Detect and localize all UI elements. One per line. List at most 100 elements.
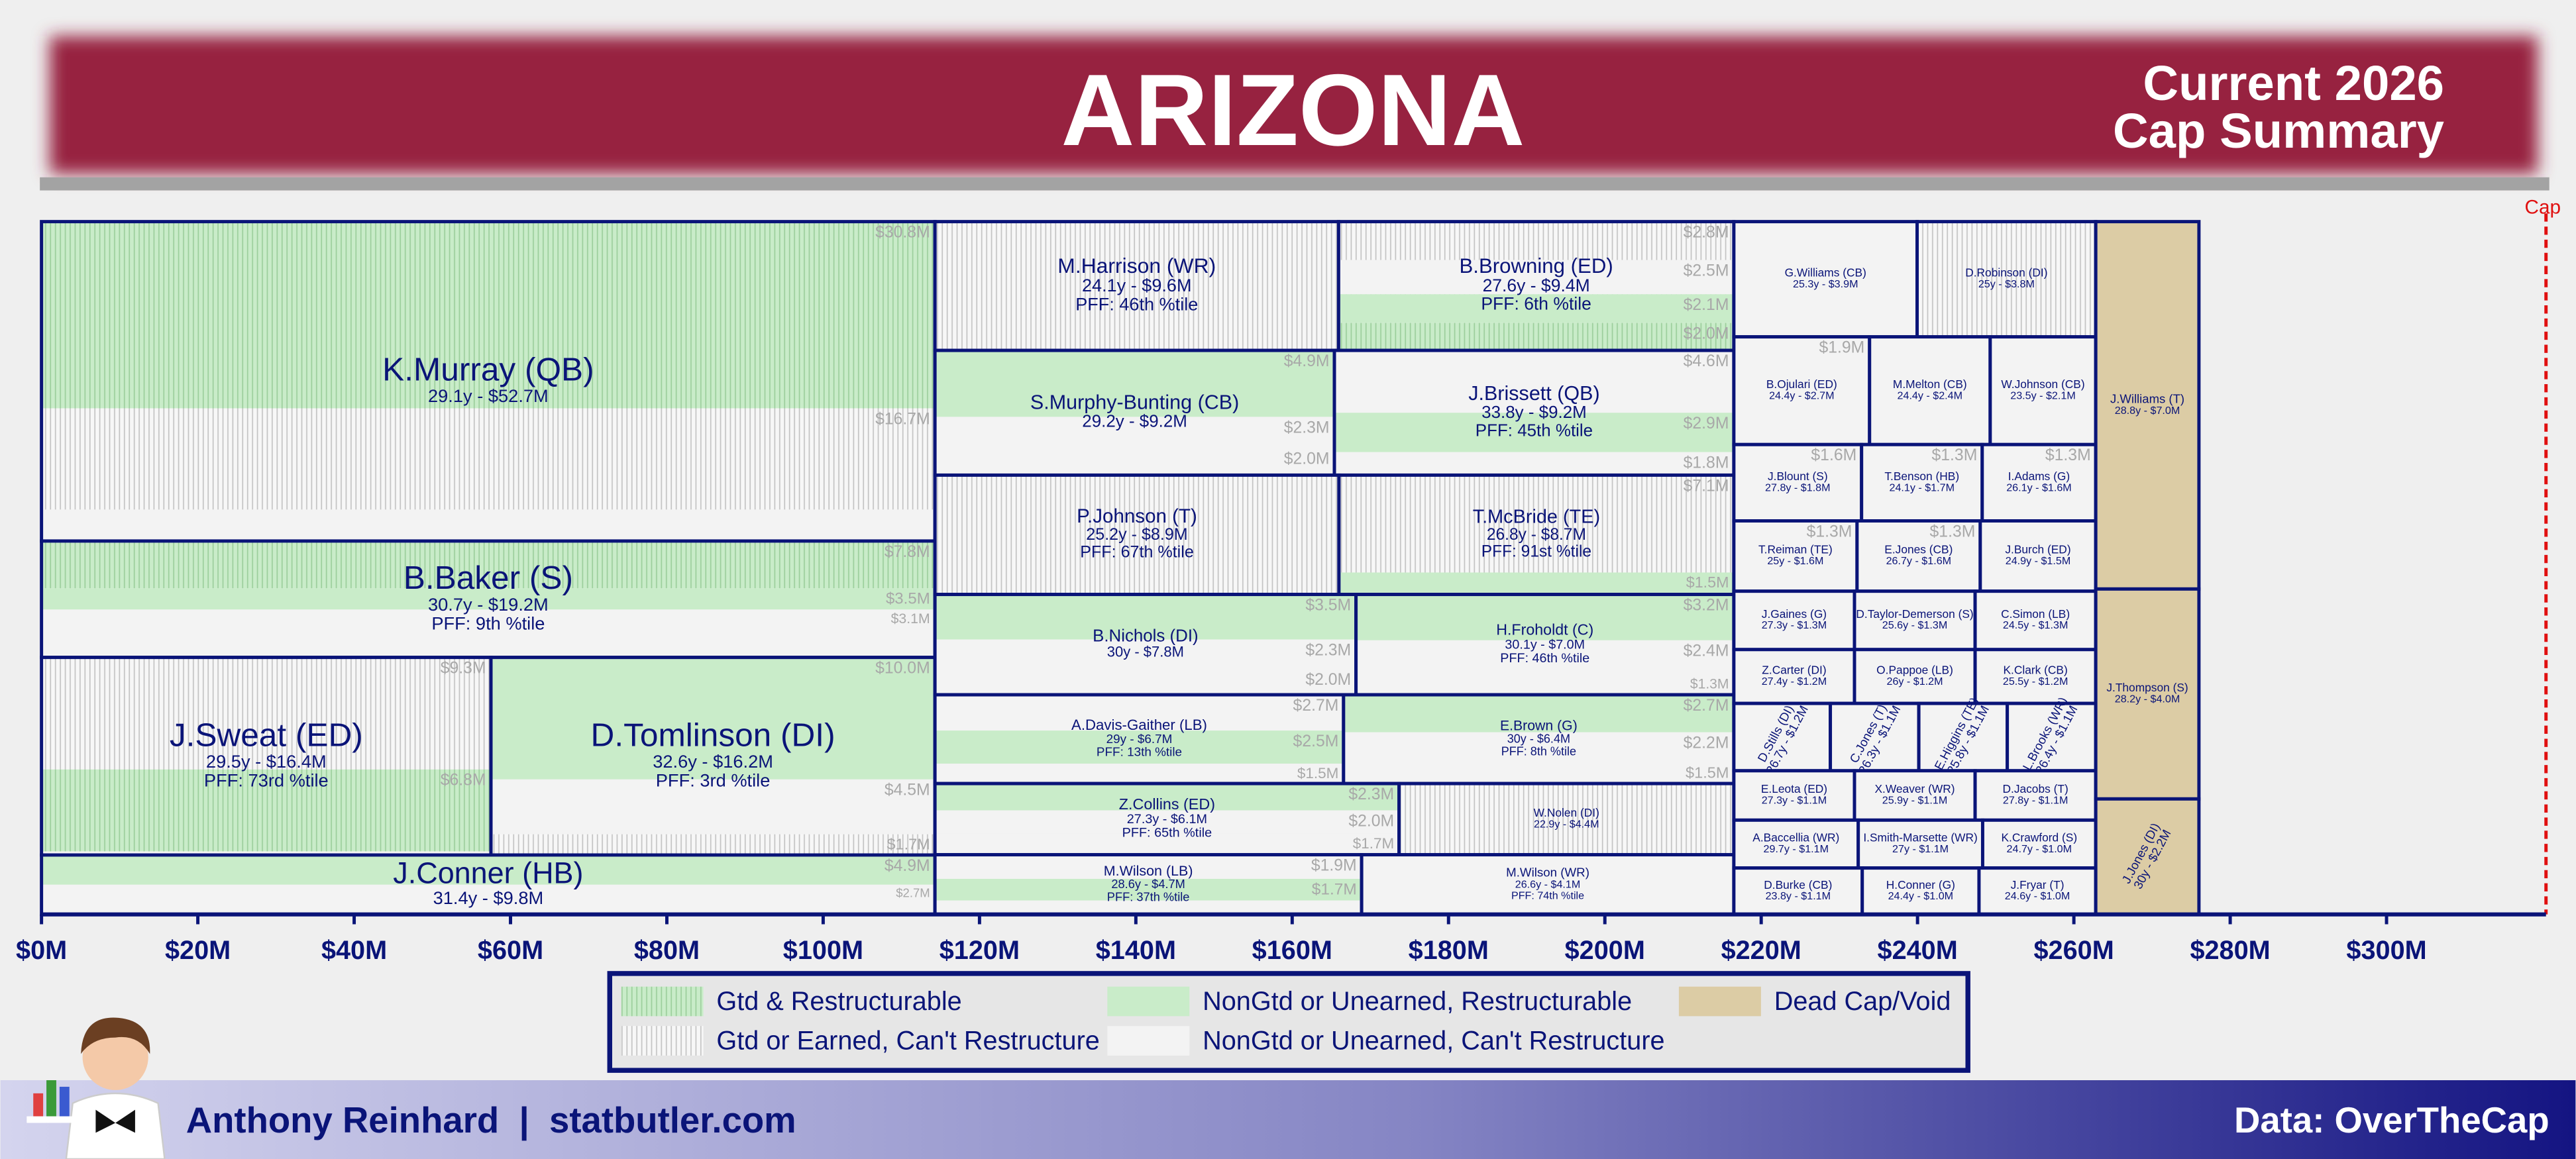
cap-label: Cap — [2524, 197, 2561, 219]
player-name: S.Murphy-Bunting (CB) — [1030, 391, 1239, 414]
segment-label: $2.7M — [896, 885, 930, 899]
legend-label: Dead Cap/Void — [1774, 987, 1951, 1016]
block-fill — [1978, 868, 2096, 915]
butler-icon — [27, 1017, 166, 1159]
player-name: X.Weaver (WR) — [1874, 782, 1955, 795]
segment-label: $2.3M — [1284, 419, 1330, 436]
player-detail: 28.2y - $4.0M — [2115, 693, 2180, 705]
butler-face — [82, 1024, 148, 1090]
segment-label: $2.5M — [1293, 732, 1339, 750]
segment-label: $1.6M — [1811, 446, 1856, 464]
segment-label: $2.3M — [1348, 785, 1394, 803]
contract-segment — [491, 779, 936, 834]
block-fill — [1917, 221, 2096, 337]
segment-label: $2.0M — [1284, 450, 1330, 468]
segment-label: $10.0M — [875, 660, 930, 678]
player-pff: PFF: 6th %tile — [1481, 294, 1591, 314]
block-fill — [1362, 854, 1734, 915]
player-pff: PFF: 46th %tile — [1075, 293, 1198, 314]
segment-label: $1.5M — [1297, 765, 1339, 781]
segment-label: $1.9M — [1819, 338, 1864, 356]
contract-segment — [1334, 413, 1734, 452]
player-block: K.Clark (CB)25.5y - $1.2M — [1973, 648, 2098, 705]
x-tick-label: $40M — [321, 936, 387, 965]
player-detail: 29.2y - $9.2M — [1082, 413, 1187, 431]
title-banner — [50, 36, 2538, 174]
contract-segment — [1343, 732, 1734, 763]
player-detail: 27.3y - $1.1M — [1762, 795, 1827, 807]
player-block: W.Johnson (CB)23.5y - $2.1M — [1988, 335, 2098, 446]
player-pff: PFF: 91st %tile — [1481, 543, 1591, 561]
contract-segment — [1338, 260, 1734, 295]
player-name: I.Smith-Marsette (WR) — [1863, 831, 1977, 844]
legend-label: NonGtd or Unearned, Can't Restructure — [1203, 1026, 1665, 1055]
x-tick-label: $260M — [2033, 936, 2114, 965]
contract-segment — [41, 769, 492, 852]
contract-segment — [935, 594, 1356, 640]
player-block: O.Pappoe (LB)26y - $1.2M — [1852, 648, 1977, 705]
block-fill — [1733, 591, 1854, 650]
player-name: E.Leota (ED) — [1761, 782, 1827, 795]
player-name: J.Burch (ED) — [2005, 543, 2070, 556]
player-block: E.Higgins (TE)25.8y - $1.1M — [1917, 695, 2010, 776]
block-fill — [1399, 783, 1734, 855]
player-name: B.Baker (S) — [403, 559, 573, 596]
player-block: D.Stills (DI)26.7y - $1.2M — [1732, 701, 1833, 776]
player-detail: 33.8y - $9.2M — [1481, 403, 1587, 422]
player-name: J.Thompson (S) — [2106, 681, 2188, 694]
segment-label: $16.7M — [875, 410, 930, 428]
block-fill — [2096, 799, 2199, 915]
player-block: $7.1M $1.5M T.McBride (TE)26.8y - $8.7MPFF… — [1337, 473, 1736, 597]
player-block: E.Leota (ED)27.3y - $1.1M — [1732, 769, 1856, 822]
x-tick-label: $140M — [1096, 936, 1176, 965]
player-name: Z.Collins (ED) — [1119, 795, 1215, 813]
block-fill — [1733, 221, 1917, 337]
contract-segment — [1856, 521, 1980, 578]
player-pff: PFF: 46th %tile — [1500, 651, 1589, 666]
player-block: G.Williams (CB)25.3y - $3.9M — [1732, 220, 1919, 339]
contract-segment — [1338, 323, 1734, 351]
player-name: Z.Carter (DI) — [1762, 664, 1826, 677]
player-name: P.Johnson (T) — [1077, 505, 1197, 527]
segment-label: $1.7M — [1312, 881, 1357, 899]
player-name: H.Froholdt (C) — [1496, 621, 1593, 638]
player-name: D.Jacobs (T) — [2002, 782, 2068, 795]
segment-label: $6.8M — [441, 772, 486, 789]
block-fill — [1975, 770, 2096, 821]
player-detail: 24.4y - $2.7M — [1769, 389, 1835, 401]
block-fill — [1733, 820, 1858, 868]
segment-label: $2.0M — [1348, 813, 1394, 831]
segment-label: $7.1M — [1684, 477, 1729, 495]
segment-label: $1.3M — [1690, 676, 1729, 691]
block-fill — [1858, 820, 1983, 868]
player-detail: 25y - $1.6M — [1767, 555, 1823, 567]
contract-segment — [41, 657, 492, 770]
icon-bar — [33, 1093, 44, 1117]
player-detail: 29.5y - $16.4M — [206, 751, 327, 772]
legend-swatch — [1678, 986, 1761, 1017]
block-fill — [1733, 868, 1862, 915]
player-block: A.Baccellia (WR)29.7y - $1.1M — [1732, 818, 1860, 870]
segment-label: $1.7M — [886, 835, 930, 852]
player-detail: 25y - $3.8M — [1978, 278, 2035, 290]
segment-label: $1.9M — [1311, 856, 1357, 874]
contract-segment — [1356, 594, 1734, 640]
player-name: B.Browning (ED) — [1460, 254, 1613, 277]
player-block: $7.8M $3.5M $3.1M B.Baker (S)30.7y - $19.2M… — [40, 539, 937, 660]
player-detail: 27.8y - $1.1M — [2003, 795, 2068, 807]
segment-label: $1.7M — [1353, 835, 1394, 852]
player-detail: 22.9y - $4.4M — [1534, 818, 1599, 830]
player-name: D.Tomlinson (DI) — [591, 716, 835, 753]
contract-segment — [1338, 572, 1734, 593]
segment-label: $2.3M — [1305, 641, 1351, 659]
player-name: J.Brissett (QB) — [1468, 382, 1599, 405]
player-block: $9.3M $6.8M J.Sweat (ED)29.5y - $16.4MPFF:… — [40, 656, 493, 857]
player-detail: 24.1y - $1.7M — [1889, 481, 1955, 493]
title-rule — [40, 177, 2549, 191]
player-block: I.Smith-Marsette (WR)27y - $1.1M — [1856, 818, 1984, 870]
block-fill — [1733, 770, 1854, 821]
x-tick-label: $0M — [16, 936, 67, 965]
